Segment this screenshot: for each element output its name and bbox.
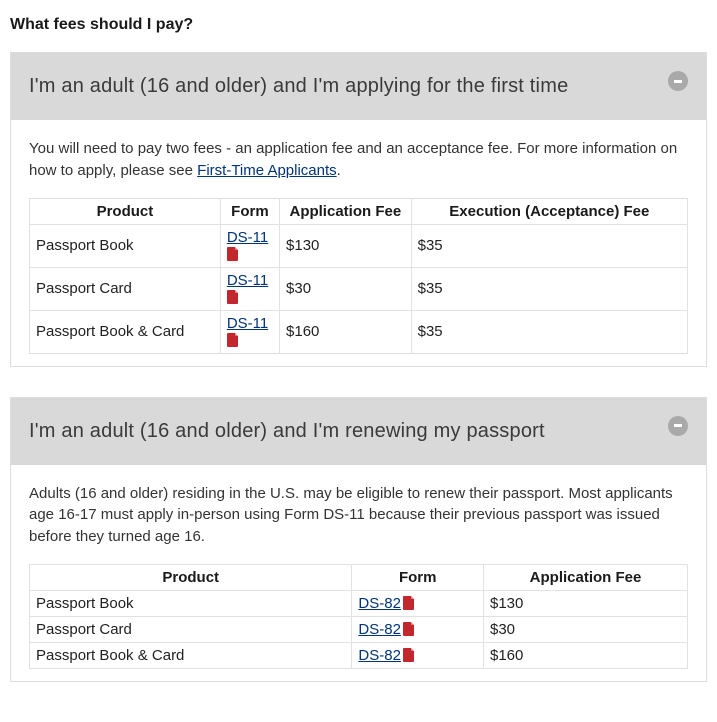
accordion-renewal: I'm an adult (16 and older) and I'm rene…: [10, 397, 707, 682]
form-link-ds11[interactable]: DS-11: [227, 315, 268, 332]
cell-form: DS-11: [220, 224, 279, 267]
cell-form: DS-11: [220, 267, 279, 310]
cell-product: Passport Book: [30, 590, 352, 616]
col-form: Form: [352, 564, 484, 590]
table-row: Passport Book & Card DS-82 $160: [30, 642, 688, 668]
intro-text: Adults (16 and older) residing in the U.…: [29, 483, 688, 548]
cell-exec-fee: $35: [411, 267, 687, 310]
table-row: Passport Card DS-11 $30 $35: [30, 267, 688, 310]
fees-table-renewal: Product Form Application Fee Passport Bo…: [29, 564, 688, 669]
cell-product: Passport Book: [30, 224, 221, 267]
table-header-row: Product Form Application Fee: [30, 564, 688, 590]
fees-table-first-time: Product Form Application Fee Execution (…: [29, 198, 688, 354]
accordion-body-renewal: Adults (16 and older) residing in the U.…: [11, 465, 706, 681]
cell-product: Passport Book & Card: [30, 642, 352, 668]
collapse-icon: [668, 416, 688, 436]
pdf-icon: [227, 290, 239, 304]
page-title: What fees should I pay?: [10, 16, 707, 34]
cell-form: DS-82: [352, 616, 484, 642]
pdf-icon: [403, 622, 415, 636]
intro-pre: You will need to pay two fees - an appli…: [29, 140, 677, 179]
intro-post: .: [337, 162, 341, 179]
cell-product: Passport Book & Card: [30, 310, 221, 353]
accordion-first-time: I'm an adult (16 and older) and I'm appl…: [10, 52, 707, 367]
cell-form: DS-11: [220, 310, 279, 353]
cell-form: DS-82: [352, 590, 484, 616]
pdf-icon: [403, 596, 415, 610]
cell-app-fee: $30: [484, 616, 688, 642]
table-row: Passport Book DS-11 $130 $35: [30, 224, 688, 267]
accordion-title: I'm an adult (16 and older) and I'm appl…: [29, 75, 568, 97]
pdf-icon: [403, 648, 415, 662]
first-time-applicants-link[interactable]: First-Time Applicants: [197, 162, 336, 179]
form-link-ds11[interactable]: DS-11: [227, 272, 268, 289]
table-header-row: Product Form Application Fee Execution (…: [30, 198, 688, 224]
intro-text: You will need to pay two fees - an appli…: [29, 138, 688, 182]
form-link-ds11[interactable]: DS-11: [227, 229, 268, 246]
cell-exec-fee: $35: [411, 310, 687, 353]
col-form: Form: [220, 198, 279, 224]
cell-app-fee: $160: [484, 642, 688, 668]
col-product: Product: [30, 198, 221, 224]
cell-app-fee: $130: [484, 590, 688, 616]
col-app-fee: Application Fee: [280, 198, 412, 224]
form-link-ds82[interactable]: DS-82: [358, 621, 401, 638]
accordion-header-renewal[interactable]: I'm an adult (16 and older) and I'm rene…: [11, 398, 706, 465]
cell-exec-fee: $35: [411, 224, 687, 267]
pdf-icon: [227, 247, 239, 261]
table-row: Passport Card DS-82 $30: [30, 616, 688, 642]
accordion-body-first-time: You will need to pay two fees - an appli…: [11, 120, 706, 366]
table-row: Passport Book DS-82 $130: [30, 590, 688, 616]
cell-form: DS-82: [352, 642, 484, 668]
form-link-ds82[interactable]: DS-82: [358, 595, 401, 612]
cell-app-fee: $130: [280, 224, 412, 267]
cell-app-fee: $30: [280, 267, 412, 310]
intro-pre: Adults (16 and older) residing in the U.…: [29, 485, 673, 546]
form-link-ds82[interactable]: DS-82: [358, 647, 401, 664]
pdf-icon: [227, 333, 239, 347]
accordion-title: I'm an adult (16 and older) and I'm rene…: [29, 420, 545, 442]
cell-app-fee: $160: [280, 310, 412, 353]
accordion-header-first-time[interactable]: I'm an adult (16 and older) and I'm appl…: [11, 53, 706, 120]
collapse-icon: [668, 71, 688, 91]
col-exec-fee: Execution (Acceptance) Fee: [411, 198, 687, 224]
table-row: Passport Book & Card DS-11 $160 $35: [30, 310, 688, 353]
cell-product: Passport Card: [30, 267, 221, 310]
col-app-fee: Application Fee: [484, 564, 688, 590]
cell-product: Passport Card: [30, 616, 352, 642]
col-product: Product: [30, 564, 352, 590]
